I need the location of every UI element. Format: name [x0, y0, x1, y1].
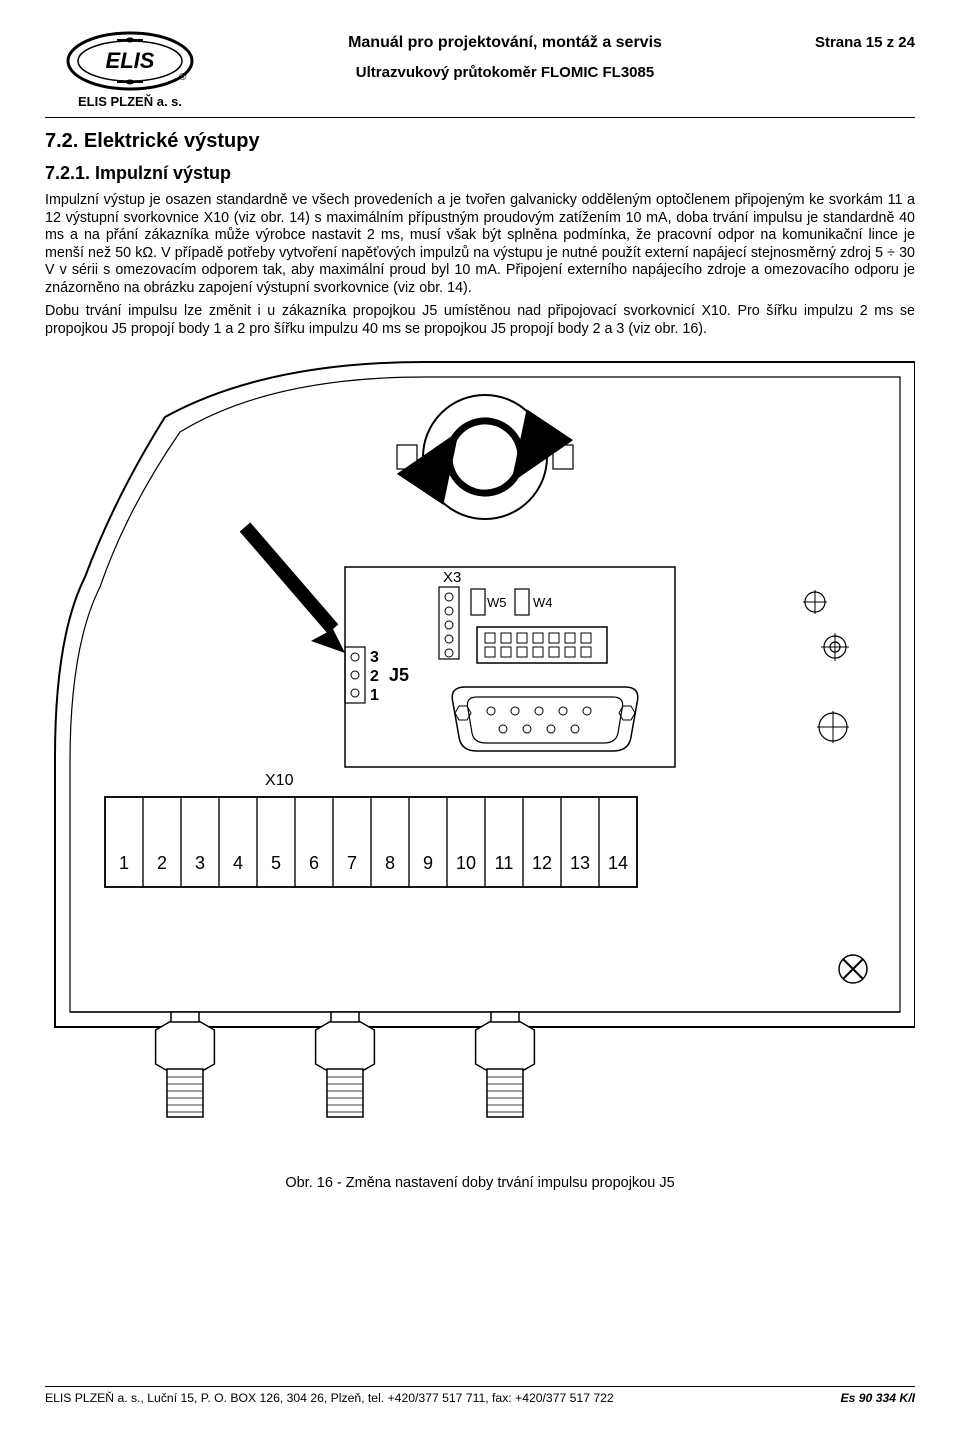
svg-text:8: 8	[385, 853, 395, 873]
svg-text:14: 14	[608, 853, 628, 873]
svg-text:3: 3	[195, 853, 205, 873]
svg-text:2: 2	[370, 668, 379, 685]
svg-text:4: 4	[233, 853, 243, 873]
header-center: Manuál pro projektování, montáž a servis…	[215, 30, 795, 109]
svg-text:13: 13	[570, 853, 590, 873]
svg-text:J5: J5	[389, 665, 409, 685]
svg-text:2: 2	[157, 853, 167, 873]
page-container: ELIS ® ELIS PLZEŇ a. s. Manuál pro proje…	[0, 0, 960, 1435]
svg-text:11: 11	[495, 853, 514, 873]
subsection-heading: 7.2.1. Impulzní výstup	[45, 163, 915, 184]
page-footer: ELIS PLZEŇ a. s., Luční 15, P. O. BOX 12…	[45, 1386, 915, 1405]
figure-caption: Obr. 16 - Změna nastavení doby trvání im…	[45, 1175, 915, 1191]
arrow-to-j5-icon	[245, 527, 345, 653]
footer-address: ELIS PLZEŇ a. s., Luční 15, P. O. BOX 12…	[45, 1391, 614, 1405]
elis-logo-icon: ELIS ®	[65, 30, 195, 92]
svg-text:10: 10	[456, 853, 476, 873]
page-header: ELIS ® ELIS PLZEŇ a. s. Manuál pro proje…	[45, 30, 915, 118]
svg-text:W5: W5	[487, 595, 507, 610]
svg-text:9: 9	[423, 853, 433, 873]
svg-text:X10: X10	[265, 772, 294, 789]
svg-text:1: 1	[119, 853, 129, 873]
manual-title: Manuál pro projektování, montáž a servis	[225, 34, 785, 52]
svg-text:1: 1	[370, 687, 379, 704]
svg-text:®: ®	[179, 72, 187, 83]
svg-text:3: 3	[370, 649, 379, 666]
page-number: Strana 15 z 24	[795, 30, 915, 109]
logo-block: ELIS ® ELIS PLZEŇ a. s.	[45, 30, 215, 109]
svg-text:12: 12	[532, 853, 552, 873]
manual-subtitle: Ultrazvukový průtokoměr FLOMIC FL3085	[225, 64, 785, 81]
svg-text:5: 5	[271, 853, 281, 873]
svg-text:7: 7	[347, 853, 357, 873]
figure-16-diagram: X3 W5 W4	[45, 357, 915, 1157]
footer-docnum: Es 90 334 K/I	[840, 1391, 915, 1405]
svg-text:ELIS: ELIS	[106, 48, 155, 73]
svg-text:6: 6	[309, 853, 319, 873]
section-heading: 7.2. Elektrické výstupy	[45, 130, 915, 153]
svg-text:W4: W4	[533, 595, 553, 610]
company-name: ELIS PLZEŇ a. s.	[45, 94, 215, 109]
paragraph-2: Dobu trvání impulsu lze změnit i u zákaz…	[45, 303, 915, 338]
svg-text:X3: X3	[443, 569, 461, 586]
paragraph-1: Impulzní výstup je osazen standardně ve …	[45, 192, 915, 297]
